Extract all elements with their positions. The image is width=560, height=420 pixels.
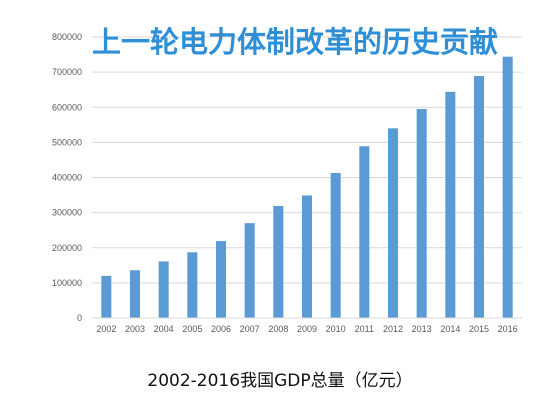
bar-2011	[359, 146, 370, 318]
x-tick-label: 2016	[498, 324, 518, 334]
x-tick-label: 2003	[125, 324, 145, 334]
bar-2002	[101, 275, 112, 318]
bar-2013	[416, 109, 427, 318]
x-tick-label: 2015	[469, 324, 489, 334]
x-tick-label: 2004	[154, 324, 174, 334]
bar-2010	[330, 172, 341, 318]
bar-2004	[158, 261, 169, 318]
chart-caption: 2002-2016我国GDP总量（亿元）	[147, 371, 413, 391]
x-tick-label: 2011	[355, 324, 374, 334]
bar-2012	[387, 128, 399, 318]
chart-title: 上一轮电力体制改革的历史贡献	[92, 25, 498, 59]
bar-2005	[187, 252, 198, 318]
x-tick-label: 2002	[96, 324, 116, 334]
y-axis-ticks: 0 100000 200000 300000 400000 500000 600000 700…	[52, 32, 82, 323]
x-tick-label: 2009	[297, 324, 317, 334]
x-tick-label: 2008	[268, 324, 288, 334]
x-axis-ticks: 2002 2003 2004 2005 2006 2007 2008 2009 2010 2011…	[96, 324, 517, 334]
y-tick-label: 200000	[52, 243, 82, 253]
x-tick-label: 2013	[412, 324, 432, 334]
bar-2006	[215, 241, 227, 318]
y-tick-label: 0	[77, 313, 82, 323]
bar-2015	[473, 75, 485, 319]
y-tick-label: 800000	[52, 32, 82, 42]
bar-2007	[244, 223, 255, 318]
y-tick-label: 400000	[52, 173, 82, 183]
x-tick-label: 2012	[383, 324, 403, 334]
x-tick-label: 2014	[440, 324, 460, 334]
bar-chart: 0 100000 200000 300000 400000 500000 600000 700…	[52, 25, 522, 334]
x-tick-label: 2006	[211, 324, 231, 334]
bar-2014	[445, 91, 456, 318]
y-tick-label: 100000	[52, 278, 82, 288]
x-tick-label: 2010	[326, 324, 346, 334]
bar-2008	[273, 205, 284, 318]
bars	[101, 56, 513, 319]
bar-2016	[502, 56, 513, 319]
bar-2003	[129, 270, 141, 318]
y-tick-label: 600000	[52, 102, 82, 112]
x-tick-label: 2005	[182, 324, 202, 334]
bar-2009	[301, 195, 313, 318]
y-tick-label: 300000	[52, 208, 82, 218]
y-tick-label: 500000	[52, 137, 82, 147]
y-tick-label: 700000	[52, 67, 82, 77]
x-tick-label: 2007	[240, 324, 260, 334]
